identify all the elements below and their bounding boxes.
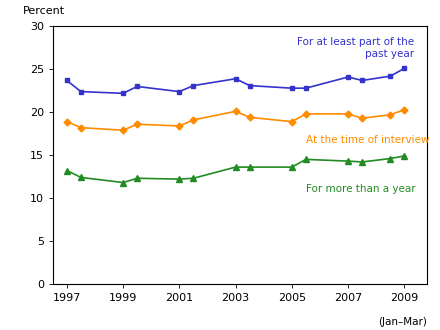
Text: Percent: Percent (23, 6, 65, 16)
Text: For at least part of the
past year: For at least part of the past year (297, 37, 414, 59)
Text: (Jan–Mar): (Jan–Mar) (378, 317, 427, 327)
Text: For more than a year: For more than a year (306, 184, 415, 194)
Text: At the time of interview: At the time of interview (306, 135, 429, 145)
